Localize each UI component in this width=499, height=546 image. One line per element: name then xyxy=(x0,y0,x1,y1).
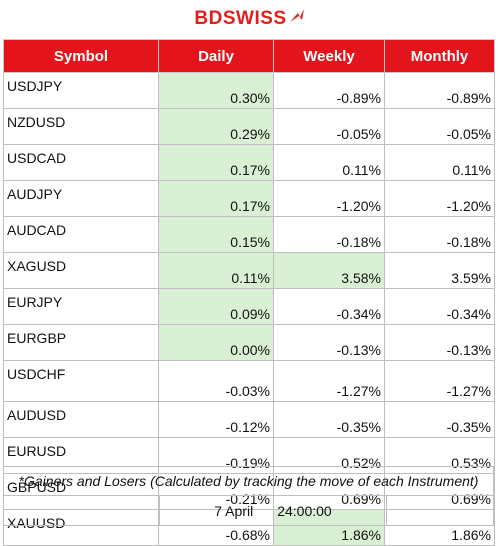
logo-swiss-text: SWISS xyxy=(222,7,287,29)
daily-change-cell: -0.03% xyxy=(158,360,274,402)
table-row: NZDUSD 0.29% -0.05% -0.05% xyxy=(3,108,495,145)
table-row: USDCHF -0.03% -1.27% -1.27% xyxy=(3,360,495,402)
monthly-change-cell: -0.35% xyxy=(384,401,495,438)
weekly-change-cell: -0.89% xyxy=(273,72,385,109)
daily-change-cell: 0.30% xyxy=(158,72,274,109)
weekly-change-cell: -1.27% xyxy=(273,360,385,402)
symbol-cell: XAGUSD xyxy=(3,252,159,289)
symbol-cell: NZDUSD xyxy=(3,108,159,145)
monthly-column-header: Monthly xyxy=(384,39,495,73)
symbol-cell: EURGBP xyxy=(3,324,159,361)
weekly-change-cell: -0.13% xyxy=(273,324,385,361)
symbol-cell: AUDJPY xyxy=(3,180,159,217)
daily-change-cell: 0.29% xyxy=(158,108,274,145)
table-row: EURJPY 0.09% -0.34% -0.34% xyxy=(3,288,495,325)
date-cell: 7 April 24:00:00 xyxy=(159,496,387,525)
date-day: 7 April xyxy=(214,502,254,519)
symbol-cell: USDCAD xyxy=(3,144,159,181)
daily-change-cell: -0.12% xyxy=(158,401,274,438)
monthly-change-cell: -1.20% xyxy=(384,180,495,217)
table-header-row: Symbol Daily Weekly Monthly xyxy=(3,39,495,73)
daily-change-cell: 0.00% xyxy=(158,324,274,361)
table-row: AUDJPY 0.17% -1.20% -1.20% xyxy=(3,180,495,217)
monthly-change-cell: 3.59% xyxy=(384,252,495,289)
symbol-column-header: Symbol xyxy=(3,39,159,73)
weekly-change-cell: -0.35% xyxy=(273,401,385,438)
monthly-change-cell: -0.13% xyxy=(384,324,495,361)
daily-column-header: Daily xyxy=(158,39,274,73)
monthly-change-cell: -0.34% xyxy=(384,288,495,325)
table-row: USDCAD 0.17% 0.11% 0.11% xyxy=(3,144,495,181)
instrument-performance-table: Symbol Daily Weekly Monthly USDJPY 0.30% -… xyxy=(3,39,495,546)
symbol-cell: EURUSD xyxy=(3,437,159,474)
symbol-cell: USDJPY xyxy=(3,72,159,109)
weekly-change-cell: -0.05% xyxy=(273,108,385,145)
symbol-cell: GBPUSD xyxy=(3,473,159,510)
monthly-change-cell: -0.05% xyxy=(384,108,495,145)
weekly-change-cell: -0.18% xyxy=(273,216,385,253)
monthly-change-cell: -1.27% xyxy=(384,360,495,402)
logo-bd-text: BD xyxy=(194,7,223,29)
daily-change-cell: 0.15% xyxy=(158,216,274,253)
date-row: 7 April 24:00:00 xyxy=(3,496,494,526)
daily-change-cell: 0.17% xyxy=(158,180,274,217)
symbol-cell: AUDCAD xyxy=(3,216,159,253)
date-time: 24:00:00 xyxy=(277,502,332,519)
daily-change-cell: -0.21% xyxy=(158,473,274,510)
symbol-cell: USDCHF xyxy=(3,360,159,402)
table-row: XAGUSD 0.11% 3.58% 3.59% xyxy=(3,252,495,289)
weekly-change-cell: 0.69% xyxy=(273,473,385,510)
daily-change-cell: 0.11% xyxy=(158,252,274,289)
table-row: EURGBP 0.00% -0.13% -0.13% xyxy=(3,324,495,361)
weekly-change-cell: -0.34% xyxy=(273,288,385,325)
symbol-cell: AUDUSD xyxy=(3,401,159,438)
footnote: *Gainers and Losers (Calculated by track… xyxy=(3,466,494,496)
monthly-change-cell: -0.18% xyxy=(384,216,495,253)
weekly-change-cell: 0.11% xyxy=(273,144,385,181)
weekly-column-header: Weekly xyxy=(273,39,385,73)
table-row: AUDUSD -0.12% -0.35% -0.35% xyxy=(3,401,495,438)
weekly-change-cell: 3.58% xyxy=(273,252,385,289)
weekly-change-cell: -1.20% xyxy=(273,180,385,217)
monthly-change-cell: 0.53% xyxy=(384,437,495,474)
table-row: AUDCAD 0.15% -0.18% -0.18% xyxy=(3,216,495,253)
table-row: EURUSD -0.19% 0.52% 0.53% xyxy=(3,437,495,474)
daily-change-cell: 0.17% xyxy=(158,144,274,181)
daily-change-cell: -0.19% xyxy=(158,437,274,474)
bdswiss-logo: BDSWISS xyxy=(0,6,499,30)
table-row: USDJPY 0.30% -0.89% -0.89% xyxy=(3,72,495,109)
symbol-cell: EURJPY xyxy=(3,288,159,325)
daily-change-cell: 0.09% xyxy=(158,288,274,325)
monthly-change-cell: -0.89% xyxy=(384,72,495,109)
monthly-change-cell: 0.11% xyxy=(384,144,495,181)
bdswiss-arrow-mark-icon xyxy=(289,8,305,29)
